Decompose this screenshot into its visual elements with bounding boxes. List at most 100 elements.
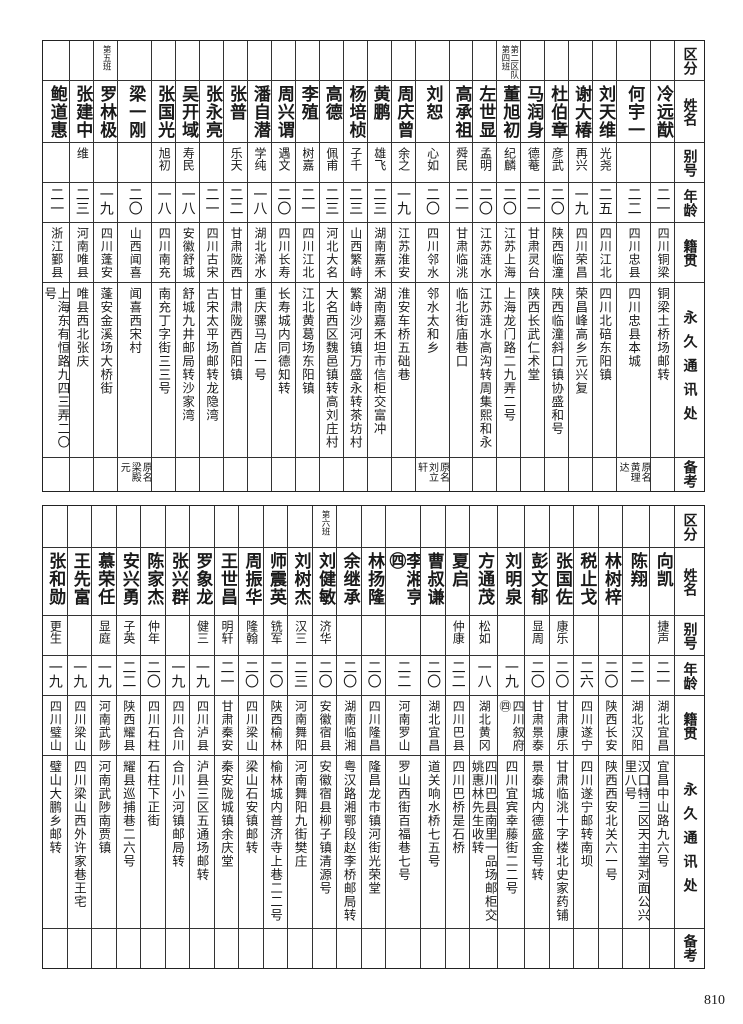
- name-cell: 陈翔: [623, 548, 650, 616]
- origin-text: 河南罗山: [397, 700, 411, 752]
- name-text: 张普: [225, 85, 246, 121]
- origin-cell: 安徽宿县: [312, 696, 337, 756]
- roster-table-top: 区分 姓名 别号 年龄 籍贯 永久通讯处 备考 冷远猷 二一 四川铜梁 铜梁土桥场邮转 何宇一 二二 四川…: [42, 40, 705, 492]
- alias-text: 遇文: [276, 147, 291, 171]
- address-text: 古宋太平场邮转龙隐湾: [204, 287, 220, 422]
- name-text: 刘明泉: [501, 552, 522, 606]
- address-text: 闻喜西宋村: [127, 287, 143, 355]
- age-text: 二〇: [500, 187, 517, 215]
- note-cell: [368, 458, 391, 490]
- age-text: 二〇: [242, 660, 259, 688]
- person-record: 刘恕 心如 二〇 四川邻水 邻水太和乡 原名刘立轩: [414, 41, 449, 491]
- origin-text: 四川梁山: [244, 700, 259, 752]
- age-cell: 一九: [190, 656, 214, 696]
- age-cell: 二二: [445, 656, 470, 696]
- alias-cell: [67, 616, 92, 656]
- column-header-origin: 籍贯: [675, 696, 704, 756]
- name-cell: 高承祖: [449, 81, 473, 143]
- age-text: 二〇: [365, 660, 382, 688]
- age-text: 二三: [347, 187, 364, 215]
- address-text: 大名西区魏邑镇转高刘庄村: [323, 287, 339, 449]
- name-text: 陈翔: [626, 552, 647, 588]
- alias-cell: 彦武: [545, 143, 569, 183]
- header-label: 年龄: [681, 188, 698, 217]
- age-cell: 一九: [67, 656, 92, 696]
- age-cell: 二一: [521, 183, 545, 223]
- address-cell: 河南舞阳九街樊庄: [288, 756, 312, 929]
- origin-cell: 四川蓬安: [94, 223, 118, 283]
- section-cell: [598, 506, 623, 548]
- alias-text: 德菴: [526, 147, 541, 171]
- roster-table-bottom: 区分 姓名 别号 年龄 籍贯 永久通讯处 备考 向凯 捷声 二一 湖北宜昌 宜昌中山路九六号 陈翔 二一湖…: [42, 505, 705, 969]
- age-text: 二一: [654, 660, 671, 688]
- alias-cell: [623, 616, 650, 656]
- origin-text: 甘肃康乐: [554, 700, 569, 752]
- name-text: 税止戈: [576, 552, 597, 606]
- note-cell: [190, 929, 214, 967]
- origin-text: 河南舞阳: [293, 700, 308, 752]
- age-cell: 二二: [116, 656, 141, 696]
- address-cell: 宜昌中山路九六号: [650, 756, 674, 929]
- age-text: 二二: [395, 660, 412, 688]
- alias-cell: 余之: [391, 143, 415, 183]
- section-cell: [617, 41, 651, 81]
- section-cell: [574, 506, 598, 548]
- age-cell: 二〇: [473, 183, 497, 223]
- address-text: 四川巴县南里一品场邮柜交姚惠林先生收转: [470, 760, 497, 922]
- age-text: 一九: [193, 660, 210, 688]
- name-text: 曹叔谦: [423, 552, 444, 606]
- age-cell: 二〇: [312, 656, 337, 696]
- address-cell: 汉口特三区天主堂对面公兴里八号: [623, 756, 650, 929]
- name-cell: 张兴群: [165, 548, 190, 616]
- note-cell: [200, 458, 223, 490]
- address-text: 景泰城内德盛金号转: [529, 760, 545, 882]
- alias-text: 乐天: [229, 147, 244, 171]
- name-cell: 高德: [319, 81, 343, 143]
- section-text: 第二区队第四班: [499, 45, 519, 79]
- age-cell: 一九: [497, 656, 525, 696]
- alias-cell: [421, 616, 445, 656]
- address-cell: 临北街庙巷口: [449, 283, 473, 458]
- origin-text: 陕西临潼: [550, 227, 565, 279]
- age-cell: 二〇: [598, 656, 623, 696]
- note-cell: [470, 929, 496, 967]
- note-cell: [248, 458, 271, 490]
- person-record: 罗象龙 健三 一九 四川泸县 泸县三区五通场邮转: [189, 506, 214, 968]
- person-record: 鲍道惠 二一 浙江鄞县 上海东有恒路九四三弄二〇号: [43, 41, 70, 491]
- person-record: 第六班 刘健敏 济华 二〇 安徽宿县 安徽宿县柳子镇清源号: [311, 506, 337, 968]
- note-cell: [497, 458, 520, 490]
- header-label: 别号: [681, 621, 698, 650]
- origin-text: 湖南临湘: [342, 700, 357, 752]
- alias-text: 余之: [396, 147, 411, 171]
- section-text: 第五班: [101, 45, 112, 71]
- origin-text: 四川石柱: [146, 700, 161, 752]
- name-text: 向凯: [652, 552, 673, 588]
- section-cell: [651, 41, 674, 81]
- alias-text: 寿民: [181, 147, 196, 171]
- name-cell: 师震英: [263, 548, 288, 616]
- origin-cell: 四川长寿: [271, 223, 295, 283]
- alias-text: 捷声: [655, 620, 670, 644]
- section-cell: [224, 41, 247, 81]
- name-text: 高承祖: [451, 85, 472, 139]
- person-record: 向凯 捷声 二一 湖北宜昌 宜昌中山路九六号: [649, 506, 674, 968]
- origin-cell: 陕西榆林: [263, 696, 288, 756]
- section-cell: [593, 41, 617, 81]
- origin-text: 山西闻喜: [128, 227, 143, 279]
- name-cell: 方通茂: [470, 548, 497, 616]
- address-text: 长寿城内同德知转: [275, 287, 291, 395]
- name-cell: 冷远猷: [651, 81, 674, 143]
- alias-cell: 维: [70, 143, 94, 183]
- age-text: 二一: [524, 187, 541, 215]
- age-cell: 二一: [650, 656, 674, 696]
- alias-text: 雄飞: [372, 147, 387, 171]
- name-cell: 林扬隆: [361, 548, 386, 616]
- section-cell: [367, 41, 391, 81]
- name-text: 罗象龙: [192, 552, 213, 606]
- name-text: 杨培桢: [345, 85, 366, 139]
- address-cell: 四川宜宾幸藤街二二号: [497, 756, 525, 929]
- address-text: 蓬安金溪场大桥街: [98, 287, 114, 395]
- address-text: 璧山大鹏乡邮转: [47, 760, 63, 855]
- alias-text: 隆翰: [244, 620, 259, 644]
- alias-cell: [118, 143, 152, 183]
